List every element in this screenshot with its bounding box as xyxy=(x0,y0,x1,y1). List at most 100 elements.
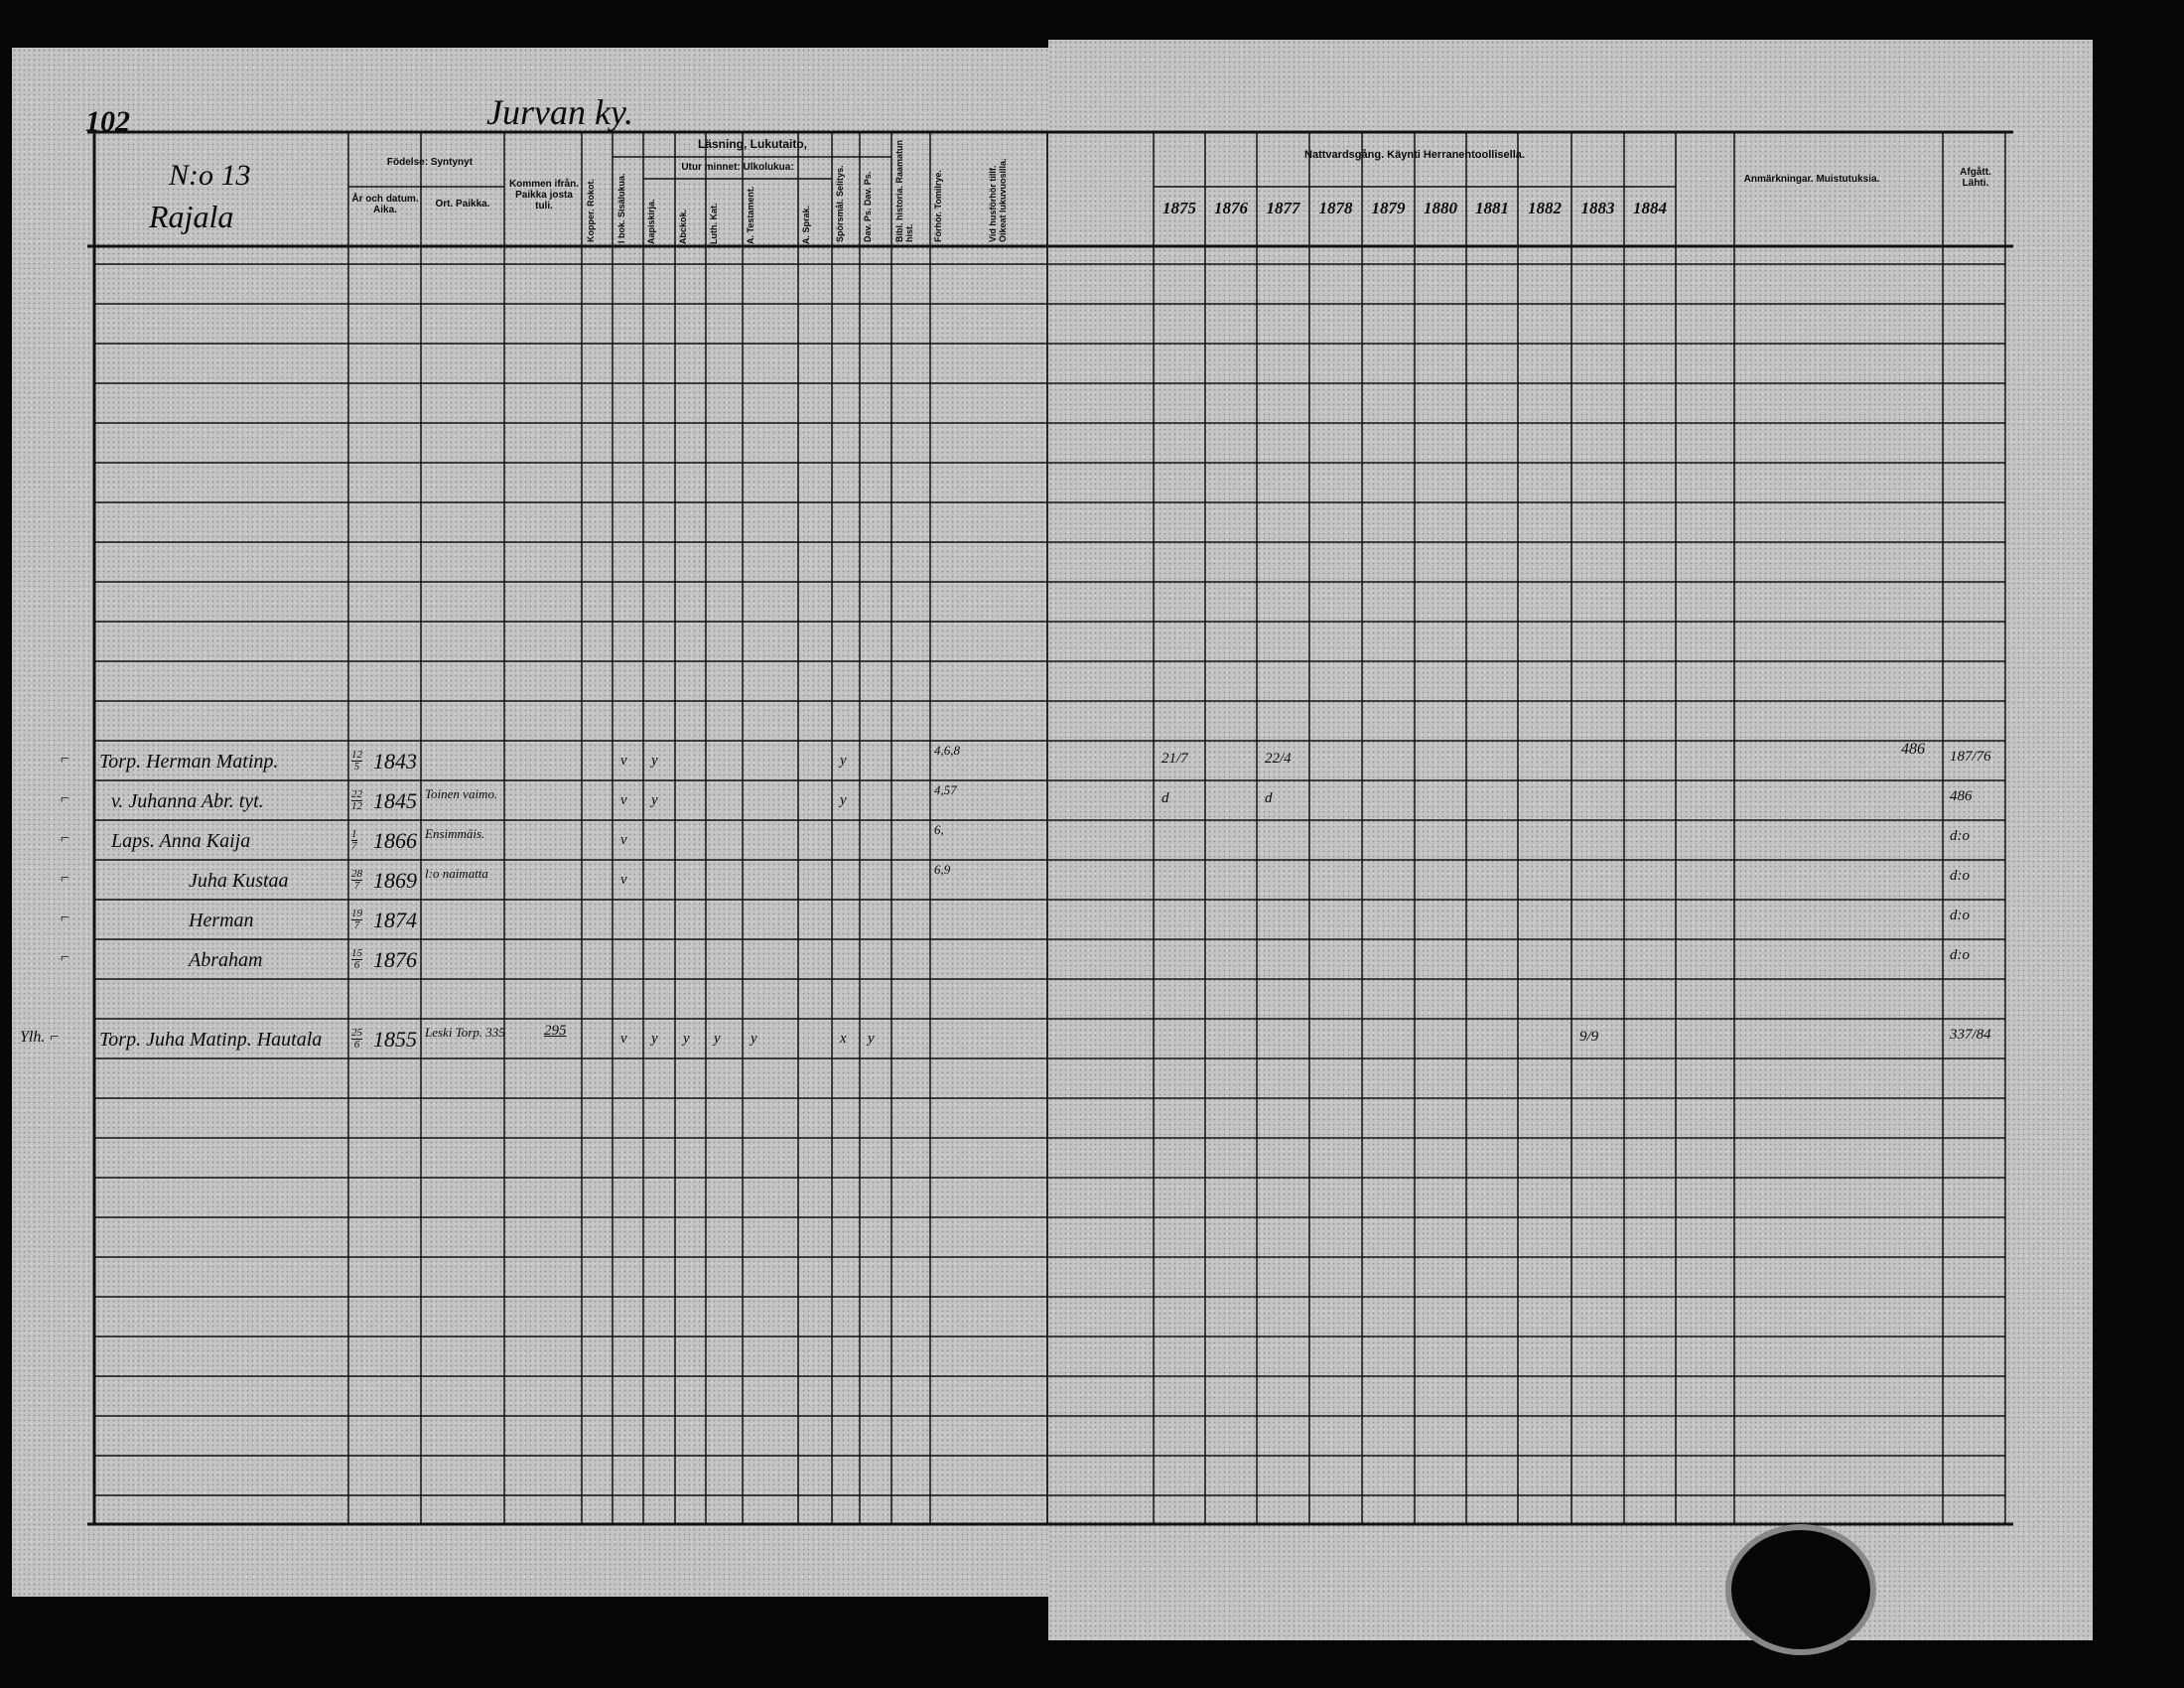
reading-mark: v xyxy=(620,1031,627,1047)
departed-value: 337/84 xyxy=(1950,1027,1991,1043)
year-header: 1882 xyxy=(1528,199,1562,217)
margin-check: ⌐ xyxy=(60,910,70,926)
person-name: Torp. Herman Matinp. xyxy=(99,751,279,773)
left-page xyxy=(12,48,1050,1597)
reading-mark: y xyxy=(840,753,847,769)
header-birth: Födelse: Syntynyt xyxy=(386,157,474,168)
birth-year: 1869 xyxy=(373,868,417,893)
person-name: Torp. Juha Matinp. Hautala xyxy=(99,1029,323,1051)
departed-value: 187/76 xyxy=(1950,749,1991,765)
exam-score: 6,9 xyxy=(934,862,951,877)
year-header: 1883 xyxy=(1580,199,1615,217)
remark-text: 486 xyxy=(1901,741,1925,758)
exam-score: 6, xyxy=(934,822,944,837)
birth-year: 1866 xyxy=(373,828,417,853)
reading-mark: y xyxy=(714,1031,721,1047)
reading-mark: v xyxy=(620,792,627,808)
village-name: Jurvan ky. xyxy=(486,92,633,132)
right-page xyxy=(1048,40,2093,1640)
communion-date: d xyxy=(1161,790,1169,806)
year-header: 1878 xyxy=(1318,199,1353,217)
birth-year: 1876 xyxy=(373,947,417,972)
header-subcolumn: Förhör. Tomilrye. xyxy=(933,170,943,242)
reading-mark: y xyxy=(651,753,658,769)
reading-mark: v xyxy=(620,872,627,888)
birth-day: 19 xyxy=(351,907,362,920)
header-from-book: I bok. Sisälukua. xyxy=(616,173,626,243)
birth-month: 7 xyxy=(353,879,360,892)
birth-month: 12 xyxy=(351,799,362,812)
reading-mark: x xyxy=(840,1031,847,1047)
header-communion: Nattvardsgång. Käynti Herranehtoollisell… xyxy=(1304,149,1525,161)
reading-mark: y xyxy=(651,792,658,808)
year-header: 1877 xyxy=(1266,199,1300,217)
reading-mark: v xyxy=(620,832,627,848)
departed-value: d:o xyxy=(1950,908,1970,923)
birth-day-month: 25 6 xyxy=(351,1027,362,1051)
entry-note: l:o naimatta xyxy=(425,866,488,881)
person-name: v. Juhanna Abr. tyt. xyxy=(111,790,264,812)
birth-year: 1843 xyxy=(373,749,417,774)
entry-note: Leski Torp. 335 xyxy=(425,1025,505,1040)
person-name: Juha Kustaa xyxy=(189,870,289,892)
year-header: 1880 xyxy=(1424,199,1457,217)
reading-mark: y xyxy=(840,792,847,808)
departed-value: d:o xyxy=(1950,868,1970,884)
header-date: År och datum. Aika. xyxy=(351,194,419,215)
header-by-heart: Utur minnet: Ulkolukua: xyxy=(681,162,794,173)
birth-day: 15 xyxy=(351,946,362,960)
header-subcolumn: Vid husförhör tillf. Oikeat lukuvuosilla… xyxy=(988,158,1008,242)
header-subcolumn: A. Sprak. xyxy=(801,205,811,244)
margin-check: ⌐ xyxy=(60,830,70,847)
birth-year: 1855 xyxy=(373,1027,417,1052)
birth-day-month: 12 5 xyxy=(351,749,362,773)
departed-value: d:o xyxy=(1950,828,1970,844)
margin-check: ⌐ xyxy=(60,870,70,887)
birth-day: 28 xyxy=(351,867,362,881)
birth-month: 5 xyxy=(353,760,360,773)
year-header: 1876 xyxy=(1214,199,1248,217)
header-reading: Läsning, Lukutaito, xyxy=(698,137,807,151)
birth-month: 7 xyxy=(351,839,357,852)
birth-day: 25 xyxy=(351,1026,362,1040)
header-place: Ort. Paikka. xyxy=(435,199,490,210)
reading-mark: v xyxy=(620,753,627,769)
departed-value: 486 xyxy=(1950,788,1973,804)
year-header: 1875 xyxy=(1162,199,1196,217)
header-subcolumn: Dav. Ps. Dav. Ps. xyxy=(863,171,873,242)
birth-year: 1845 xyxy=(373,788,417,813)
departed-value: d:o xyxy=(1950,947,1970,963)
archive-stamp xyxy=(1725,1524,1876,1655)
year-header: 1884 xyxy=(1633,199,1667,217)
exam-score: 4,57 xyxy=(934,782,957,797)
reading-mark: y xyxy=(683,1031,690,1047)
communion-date: d xyxy=(1265,790,1273,806)
header-subcolumn: Aapiskirja. xyxy=(646,199,656,244)
header-subcolumn: Luth. Kat. xyxy=(709,203,719,245)
birth-day-month: 19 7 xyxy=(351,908,362,931)
header-departed: Afgått. Lähti. xyxy=(1960,167,1991,189)
margin-check: ⌐ xyxy=(60,751,70,768)
birth-day: 1 xyxy=(351,827,357,841)
birth-day: 22 xyxy=(351,787,362,801)
person-name: Herman xyxy=(189,910,254,931)
communion-date: 21/7 xyxy=(1161,751,1188,767)
birth-month: 6 xyxy=(353,958,360,971)
house-number: N:o 13 xyxy=(169,159,251,192)
year-header: 1881 xyxy=(1475,199,1509,217)
margin-check: ⌐ xyxy=(60,790,70,807)
margin-check: Ylh. ⌐ xyxy=(20,1029,61,1046)
page-number: 102 xyxy=(85,105,130,138)
header-subcolumn: Bibl. historia. Raamatun hist. xyxy=(894,139,914,242)
header-vaccinated: Kopper. Rokot. xyxy=(586,178,596,242)
person-name: Abraham xyxy=(189,949,263,971)
birth-month: 6 xyxy=(353,1038,360,1051)
birth-day: 12 xyxy=(351,748,362,762)
entry-moved: 295 xyxy=(544,1023,567,1039)
header-subcolumn: Spörsmål. Selitys. xyxy=(835,165,845,242)
birth-day-month: 15 6 xyxy=(351,947,362,971)
birth-day-month: 22 12 xyxy=(351,788,362,812)
reading-mark: y xyxy=(868,1031,875,1047)
